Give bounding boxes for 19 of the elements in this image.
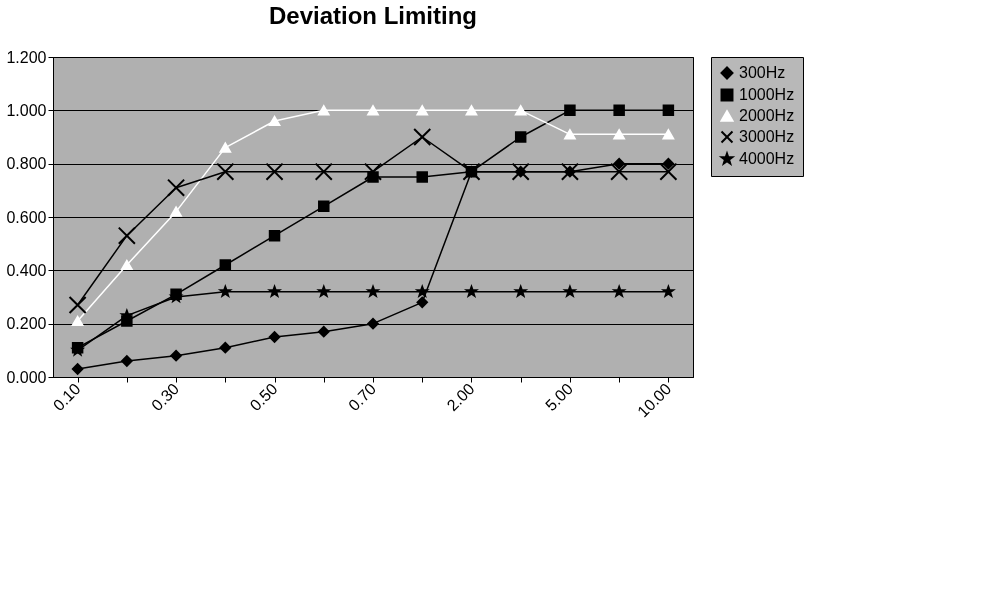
x-tick-label: 5.00 [542,380,577,415]
y-tick-label: 0.400 [6,261,47,279]
y-tick-label: 1.200 [6,48,47,66]
legend-label: 3000Hz [739,128,795,145]
x-tick-label: 0.30 [148,380,183,415]
x-tick-label: 0.50 [246,380,281,415]
y-tick-label: 0.800 [6,155,47,173]
chart-title: Deviation Limiting [268,2,478,29]
x-tick-label: 0.70 [345,380,380,415]
y-tick-label: 1.000 [6,101,47,119]
legend-label: 300Hz [739,64,786,81]
y-tick-label: 0.000 [6,368,47,386]
y-tick-label: 0.200 [6,315,47,333]
y-tick-label: 0.600 [6,208,47,226]
x-tick-label: 2.00 [443,380,478,415]
legend-label: 4000Hz [739,150,795,167]
legend-label: 2000Hz [739,107,795,124]
legend-label: 1000Hz [739,86,795,103]
x-tick-label: 0.10 [49,380,84,415]
